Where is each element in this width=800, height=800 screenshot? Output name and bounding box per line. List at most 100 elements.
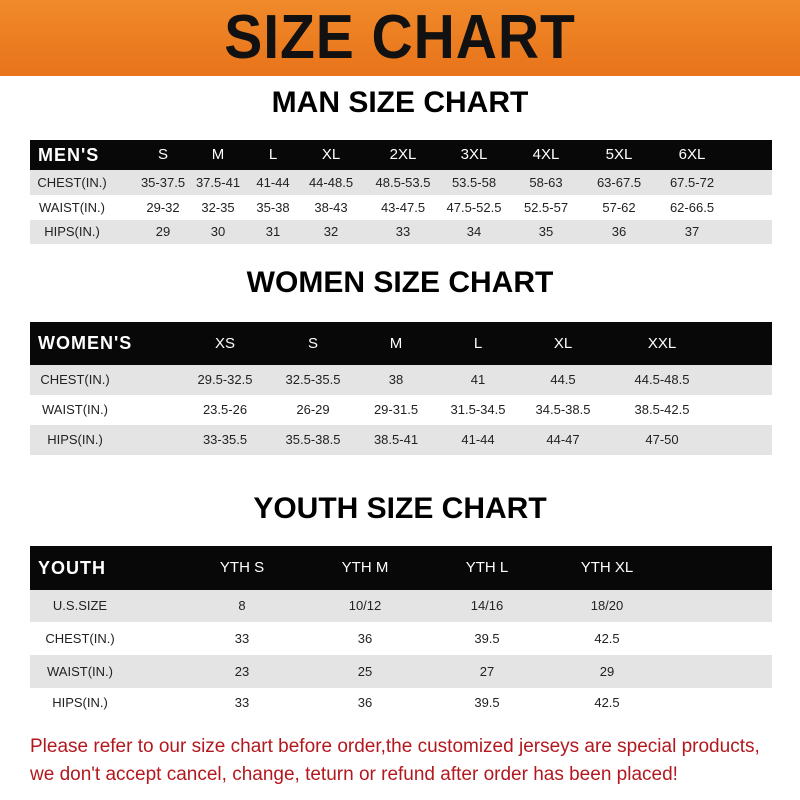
women-chart-title: WOMEN SIZE CHART: [246, 266, 554, 299]
size-cell: 32: [323, 224, 339, 239]
size-cell: 41-44: [461, 432, 495, 447]
size-cell: 31.5-34.5: [450, 402, 506, 417]
size-cell: 31: [265, 224, 281, 239]
row-label: CHEST(IN.): [45, 631, 115, 646]
size-cell: 32-35: [201, 200, 235, 215]
size-cell: XS: [214, 335, 236, 352]
row-label: CHEST(IN.): [37, 175, 107, 190]
size-cell: 6XL: [678, 146, 706, 163]
size-cell: 29.5-32.5: [197, 372, 253, 387]
size-cell: 38.5-42.5: [634, 402, 690, 417]
table-row: CHEST(IN.) 29.5-32.5 32.5-35.5 38 41 44.5 44.5…: [30, 365, 772, 395]
size-cell: 39.5: [474, 631, 500, 646]
size-cell: YTH S: [219, 559, 265, 576]
size-cell: L: [473, 335, 483, 352]
size-cell: 35: [538, 224, 554, 239]
size-cell: XL: [321, 146, 341, 163]
size-cell: 48.5-53.5: [375, 175, 431, 190]
men-chart-title: MAN SIZE CHART: [271, 86, 529, 119]
row-label: CHEST(IN.): [40, 372, 110, 387]
size-cell: 25: [357, 664, 373, 679]
row-label: MEN'S: [38, 145, 100, 165]
size-cell: YTH M: [341, 559, 389, 576]
table-row: HIPS(IN.) 29 30 31 32 33 34 35 36 37: [30, 220, 772, 244]
size-cell: 23.5-26: [202, 402, 248, 417]
row-label: HIPS(IN.): [44, 224, 100, 239]
size-cell: 33-35.5: [202, 432, 248, 447]
row-label: U.S.SIZE: [52, 598, 108, 613]
size-cell: 62-66.5: [669, 200, 715, 215]
size-cell: 57-62: [602, 200, 636, 215]
size-cell: 47.5-52.5: [446, 200, 502, 215]
size-cell: XXL: [647, 335, 677, 352]
row-label: WOMEN'S: [38, 333, 133, 353]
size-cell: 35-37.5: [140, 175, 186, 190]
table-row: CHEST(IN.) 35-37.5 37.5-41 41-44 44-48.5 48.5…: [30, 170, 772, 195]
size-cell: YTH L: [465, 559, 509, 576]
size-cell: 42.5: [594, 695, 620, 710]
size-cell: 18/20: [590, 598, 624, 613]
size-cell: 4XL: [532, 146, 560, 163]
size-cell: 44-47: [546, 432, 580, 447]
size-cell: 39.5: [474, 695, 500, 710]
size-cell: 53.5-58: [451, 175, 497, 190]
size-cell: 67.5-72: [669, 175, 715, 190]
size-cell: 34.5-38.5: [535, 402, 591, 417]
size-cell: 33: [234, 631, 250, 646]
size-cell: 26-29: [296, 402, 330, 417]
size-cell: 38.5-41: [373, 432, 419, 447]
size-cell: 23: [234, 664, 250, 679]
table-row: CHEST(IN.) 33 36 39.5 42.5: [30, 622, 772, 655]
size-cell: 38: [388, 372, 404, 387]
size-cell: 10/12: [348, 598, 382, 613]
size-cell: M: [211, 146, 225, 163]
size-cell: S: [157, 146, 169, 163]
table-row: HIPS(IN.) 33-35.5 35.5-38.5 38.5-41 41-44 44-…: [30, 425, 772, 455]
size-cell: 41: [470, 372, 486, 387]
banner-title: SIZE CHART: [224, 3, 576, 72]
size-cell: 30: [210, 224, 226, 239]
size-cell: L: [268, 146, 278, 163]
row-label: HIPS(IN.): [47, 432, 103, 447]
youth-chart-title: YOUTH SIZE CHART: [253, 492, 547, 525]
table-row: WAIST(IN.) 23.5-26 26-29 29-31.5 31.5-34.5 34…: [30, 395, 772, 425]
size-cell: 29-31.5: [373, 402, 419, 417]
row-label: YOUTH: [38, 558, 106, 578]
size-cell: 58-63: [529, 175, 563, 190]
size-cell: 33: [395, 224, 411, 239]
size-cell: 37.5-41: [195, 175, 241, 190]
size-cell: 2XL: [389, 146, 417, 163]
size-cell: 8: [238, 598, 246, 613]
notice-line-2: we don't accept cancel, change, teturn o…: [30, 764, 678, 785]
size-cell: 14/16: [470, 598, 504, 613]
size-cell: 33: [234, 695, 250, 710]
size-cell: 44.5-48.5: [634, 372, 690, 387]
header-row: YOUTH YTH S YTH M YTH L YTH XL: [30, 546, 772, 590]
size-cell: M: [389, 335, 403, 352]
size-cell: 36: [357, 695, 373, 710]
size-cell: 32.5-35.5: [285, 372, 341, 387]
size-chart-banner: SIZE CHART: [0, 0, 800, 76]
size-cell: 29: [599, 664, 615, 679]
size-cell: 36: [611, 224, 627, 239]
size-cell: 42.5: [594, 631, 620, 646]
size-cell: 63-67.5: [596, 175, 642, 190]
size-cell: 35.5-38.5: [285, 432, 341, 447]
row-label: WAIST(IN.): [39, 200, 105, 215]
size-cell: 44.5: [550, 372, 576, 387]
header-row: MEN'S S M L XL 2XL 3XL 4XL 5XL 6XL: [30, 140, 772, 170]
size-cell: 41-44: [256, 175, 290, 190]
row-label: WAIST(IN.): [47, 664, 113, 679]
size-cell: 35-38: [256, 200, 290, 215]
table-row: HIPS(IN.) 33 36 39.5 42.5: [30, 688, 772, 718]
size-cell: 44-48.5: [308, 175, 354, 190]
row-label: HIPS(IN.): [52, 695, 108, 710]
size-cell: 52.5-57: [523, 200, 569, 215]
size-cell: S: [307, 335, 319, 352]
size-cell: 37: [684, 224, 700, 239]
table-row: WAIST(IN.) 29-32 32-35 35-38 38-43 43-47.5 47.…: [30, 195, 772, 220]
table-row: WAIST(IN.) 23 25 27 29: [30, 655, 772, 688]
row-label: WAIST(IN.): [42, 402, 108, 417]
size-cell: 38-43: [314, 200, 348, 215]
size-cell: 27: [479, 664, 495, 679]
